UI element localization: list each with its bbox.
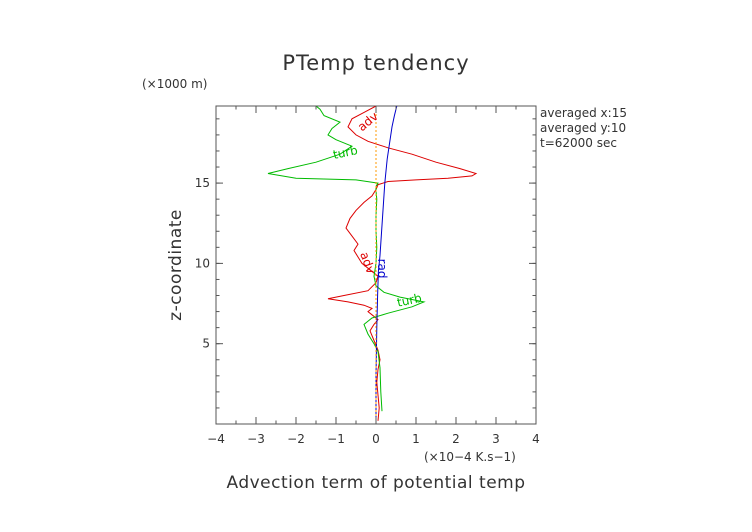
- y-axis-label: z-coordinate: [166, 209, 186, 321]
- y-unit-label: (×1000 m): [142, 77, 207, 91]
- x-tick-label: 0: [372, 432, 380, 446]
- curve-label-turb: turb: [396, 291, 423, 310]
- y-axis: 5 10 15: [195, 118, 536, 409]
- x-tick-label: −2: [287, 432, 305, 446]
- annotation-line: t=62000 sec: [540, 136, 617, 150]
- x-tick-label: −3: [247, 432, 265, 446]
- series-line-adv: [327, 106, 478, 421]
- chart-title: PTemp tendency: [282, 51, 469, 75]
- x-axis-label: Advection term of potential temp: [226, 473, 525, 493]
- series-line-rad: [375, 106, 398, 424]
- annotation-line: averaged y:10: [540, 121, 626, 135]
- x-tick-label: 4: [532, 432, 540, 446]
- y-tick-label: 15: [195, 176, 210, 190]
- curve-label-adv: adv: [357, 250, 378, 276]
- x-unit-label: (×10−4 K.s−1): [424, 450, 516, 464]
- y-tick-label: 5: [202, 337, 210, 351]
- x-axis: −4 −3 −2 −1 0 1 2 3 4: [207, 106, 540, 446]
- x-tick-label: −1: [327, 432, 345, 446]
- x-tick-label: 2: [452, 432, 460, 446]
- curve-label-turb: turb: [332, 143, 359, 162]
- x-tick-label: 1: [412, 432, 420, 446]
- x-tick-label: −4: [207, 432, 225, 446]
- x-tick-label: 3: [492, 432, 500, 446]
- curve-label-adv: adv: [355, 109, 381, 134]
- curve-label-rad: rad: [375, 259, 389, 279]
- y-tick-label: 10: [195, 256, 210, 270]
- annotation-line: averaged x:15: [540, 106, 627, 120]
